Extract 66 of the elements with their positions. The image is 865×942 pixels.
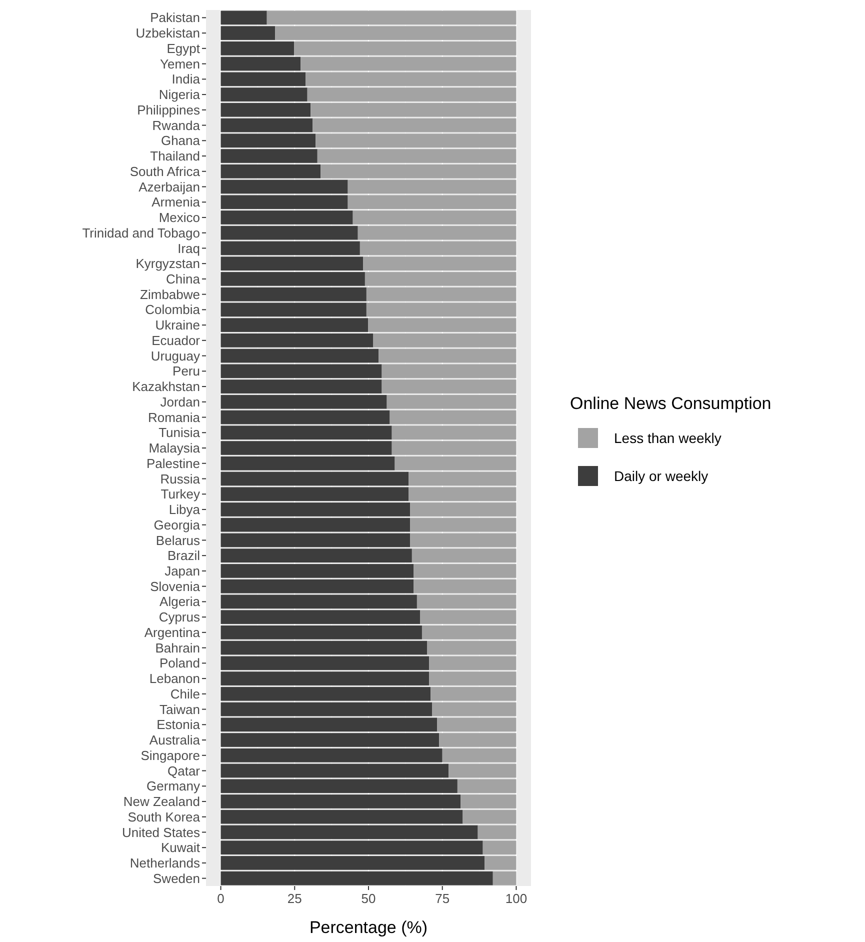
y-tick-label: Brazil [167,548,200,564]
y-tick-label: Armenia [152,194,201,210]
y-tick-label: Cyprus [158,610,200,625]
y-tick-label: Libya [168,502,201,518]
x-tick-label: 75 [435,891,450,906]
y-tick-label: Zimbabwe [140,286,200,302]
y-tick-label: Kazakhstan [132,379,200,394]
y-tick-label: New Zealand [123,794,200,810]
y-tick-label: Lebanon [149,671,200,686]
y-tick-label: Australia [149,732,201,748]
y-tick-label: Pakistan [150,10,200,26]
legend-label: Daily or weekly [614,468,708,484]
y-tick-label: Turkey [160,486,200,502]
y-tick-label: Uzbekistan [136,26,200,41]
y-tick-label: Peru [172,364,200,379]
y-tick-label: Romania [148,410,201,425]
x-tick-label: 0 [217,891,224,906]
y-tick-label: South Africa [130,164,201,179]
y-tick-label: Russia [160,471,201,486]
y-tick-label: India [172,72,201,87]
x-tick-label: 100 [505,891,528,906]
y-tick-label: Philippines [137,102,200,118]
y-tick-label: Kuwait [160,840,200,856]
y-tick-label: Rwanda [152,118,201,133]
y-tick-label: Azerbaijan [138,179,200,194]
y-tick-label: Taiwan [160,702,200,717]
y-tick-label: Malaysia [148,440,201,456]
y-tick-label: Estonia [156,717,201,732]
y-tick-label: Algeria [160,594,201,610]
y-tick-label: Mexico [158,210,200,226]
y-tick-label: Germany [146,778,200,794]
y-tick-label: Japan [164,563,200,578]
y-tick-label: Egypt [166,40,200,56]
y-tick-label: Yemen [160,56,200,72]
y-tick-label: Slovenia [150,578,201,594]
y-tick-label: Ghana [160,133,201,148]
legend-label: Less than weekly [614,430,722,446]
y-tick-label: Thailand [150,148,200,164]
x-tick-label: 50 [361,891,376,906]
y-tick-label: Palestine [146,456,200,471]
y-tick-label: Chile [170,686,200,702]
y-tick-label: Argentina [144,624,201,640]
y-tick-label: Netherlands [130,855,200,870]
y-tick-label: United States [122,824,200,840]
y-tick-label: Tunisia [158,425,201,440]
y-tick-label: Nigeria [158,87,201,102]
legend-title: Online News Consumption [570,394,772,413]
y-tick-label: Poland [160,656,200,671]
y-tick-label: Ecuador [152,332,201,348]
y-tick-label: Qatar [167,763,201,778]
y-tick-label: Ukraine [155,318,200,333]
y-tick-label: Georgia [154,517,201,532]
y-tick-label: Belarus [156,532,200,548]
y-tick-label: Trinidad and Tobago [82,225,200,240]
y-tick-label: Singapore [140,748,200,763]
y-tick-label: Iraq [178,240,200,256]
y-tick-label: South Korea [128,809,201,824]
y-tick-label: Bahrain [155,640,200,656]
y-tick-label: China [166,271,201,286]
y-tick-label: Kyrgyzstan [136,256,200,272]
x-tick-label: 25 [287,891,302,906]
y-tick-label: Colombia [145,302,201,318]
y-tick-label: Sweden [153,870,200,886]
x-axis-title: Percentage (%) [309,918,428,937]
y-tick-label: Uruguay [150,348,200,364]
y-tick-label: Jordan [160,394,200,410]
